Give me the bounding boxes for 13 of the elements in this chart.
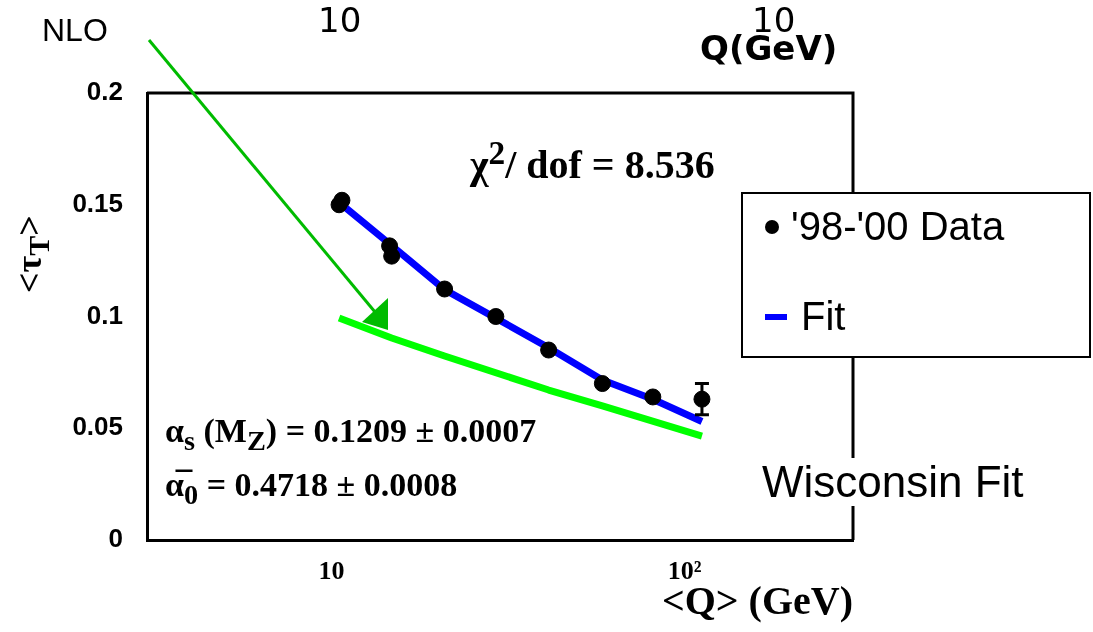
y-tick-label: 0.05 [72, 411, 123, 442]
legend-label: Fit [801, 294, 846, 339]
y-tick-label: 0.15 [72, 187, 123, 218]
text: 10 [318, 0, 362, 40]
annotation: Wisconsin Fit [762, 457, 1024, 507]
y-tick-label: 0.1 [86, 299, 123, 330]
y-tick-label: 0.2 [86, 76, 123, 107]
legend-label: '98-'00 Data [791, 204, 1005, 249]
text: NLO [42, 12, 108, 49]
annotation: α$_{s}$ (M$_{Z}$) = 0.1209 ± 0.0007 [165, 412, 537, 456]
y-tick-label: 0 [108, 523, 123, 554]
annotation: α̅$_{0}$ = 0.4718 ± 0.0008 [165, 466, 458, 510]
annotation: χ$^{2}$/ dof = 8.536 [470, 134, 715, 188]
